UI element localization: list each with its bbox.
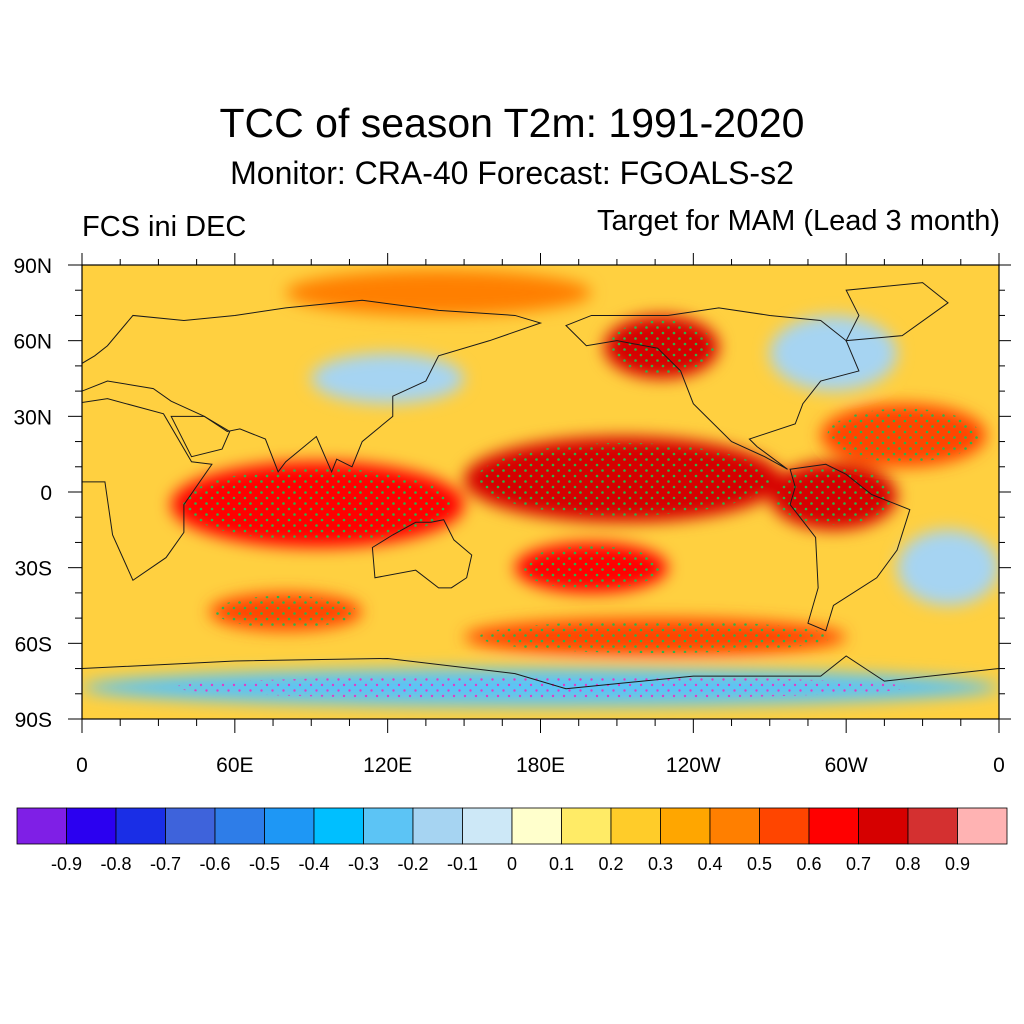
colorbar-swatch [214, 807, 265, 845]
colorbar-label: 0.5 [747, 854, 772, 874]
colorbar-label: 0.8 [895, 854, 920, 874]
anomaly-region-eurasia-north [285, 270, 592, 316]
coastline-antarctica [82, 655, 999, 690]
colorbar-swatch [907, 807, 958, 845]
coastline-eurasia [82, 299, 543, 474]
longitude-axis: 0 60E 120E 180E 120W 60W 0 [76, 253, 1005, 777]
colorbar-label: 0.4 [697, 854, 722, 874]
lat-tick-label: 30S [15, 558, 52, 581]
colorbar-swatch [16, 807, 67, 845]
colorbar-swatch [462, 807, 513, 845]
colorbar-label: 0.2 [598, 854, 623, 874]
colorbar-swatch [957, 807, 1008, 845]
anomaly-region-east-asia [311, 353, 465, 404]
significance-stipple-north-atlantic [827, 408, 980, 463]
map-title: TCC of season T2m: 1991-2020 [219, 100, 805, 146]
lon-tick-label: 120E [363, 754, 412, 777]
latitude-axis: 90N 60N 30N 0 30S 60S 90S [13, 255, 1011, 732]
coastline-north-america [565, 307, 860, 470]
map-panel [81, 264, 1000, 720]
colorbar: -0.9 -0.8 -0.7 -0.6 -0.5 -0.4 -0.3 -0.2 -0.1 0 0.1… [16, 807, 1008, 874]
correlation-field [82, 270, 999, 707]
colorbar-swatch [66, 807, 117, 845]
significance-stipple-central-east-pacific [476, 442, 770, 516]
colorbar-label: -0.8 [100, 854, 131, 874]
lon-tick-label: 180E [516, 754, 565, 777]
colorbar-swatch [759, 807, 810, 845]
colorbar-swatch [709, 807, 760, 845]
lon-tick-label: 120W [666, 754, 721, 777]
colorbar-label: -0.1 [447, 854, 478, 874]
lat-tick-label: 90N [13, 255, 52, 278]
lon-tick-label: 60E [216, 754, 253, 777]
significance-stipple-south-indian-ocean [215, 595, 357, 628]
anomaly-region-south-atlantic [897, 529, 999, 606]
anomaly-region-north-america-east [769, 315, 898, 392]
colorbar-swatch [313, 807, 364, 845]
colorbar-label: -0.5 [249, 854, 280, 874]
coastline-arabia [170, 415, 231, 458]
colorbar-swatch [511, 807, 562, 845]
lat-tick-label: 90S [15, 709, 52, 732]
colorbar-label: 0.9 [945, 854, 970, 874]
colorbar-label: -0.9 [51, 854, 82, 874]
lon-tick-label: 0 [993, 754, 1005, 777]
lat-tick-label: 0 [40, 482, 52, 505]
colorbar-swatch [858, 807, 909, 845]
colorbar-swatch [561, 807, 612, 845]
colorbar-swatch [115, 807, 166, 845]
colorbar-label: -0.7 [150, 854, 181, 874]
initialization-label: FCS ini DEC [82, 211, 247, 243]
colorbar-label: 0.3 [648, 854, 673, 874]
colorbar-swatch [808, 807, 859, 845]
colorbar-swatch [363, 807, 414, 845]
significance-stipple-antarctica-edge [173, 676, 908, 699]
colorbar-label: -0.2 [397, 854, 428, 874]
lat-tick-label: 60S [15, 633, 52, 656]
colorbar-label: -0.6 [199, 854, 230, 874]
significance-stipple-south-pacific [521, 546, 662, 590]
colorbar-swatch [660, 807, 711, 845]
colorbar-label: 0.6 [796, 854, 821, 874]
colorbar-label: -0.4 [298, 854, 329, 874]
map-subtitle: Monitor: CRA-40 Forecast: FGOALS-s2 [230, 155, 794, 191]
coastline-south-america [789, 463, 911, 632]
significance-stipple-north-pacific-alaska [608, 320, 715, 374]
coastlines [82, 282, 999, 690]
colorbar-label: 0.1 [549, 854, 574, 874]
colorbar-label: 0.7 [846, 854, 871, 874]
colorbar-swatch [412, 807, 463, 845]
lat-tick-label: 30N [13, 406, 52, 429]
coastline-greenland [845, 282, 949, 342]
coastline-australia [371, 519, 473, 589]
coastline-africa [82, 398, 213, 582]
lon-tick-label: 60W [825, 754, 868, 777]
colorbar-label: 0 [507, 854, 517, 874]
significance-stipple-tropical-south-america [774, 466, 893, 525]
lat-tick-label: 60N [13, 331, 52, 354]
colorbar-swatch [165, 807, 216, 845]
significance-stipple-indian-ocean-maritime [182, 468, 453, 542]
significance-stipple-southern-ocean-band [479, 620, 831, 654]
colorbar-swatch [610, 807, 661, 845]
colorbar-label: -0.3 [348, 854, 379, 874]
lon-tick-label: 0 [76, 754, 88, 777]
colorbar-swatch [264, 807, 315, 845]
target-season-label: Target for MAM (Lead 3 month) [597, 205, 1000, 237]
